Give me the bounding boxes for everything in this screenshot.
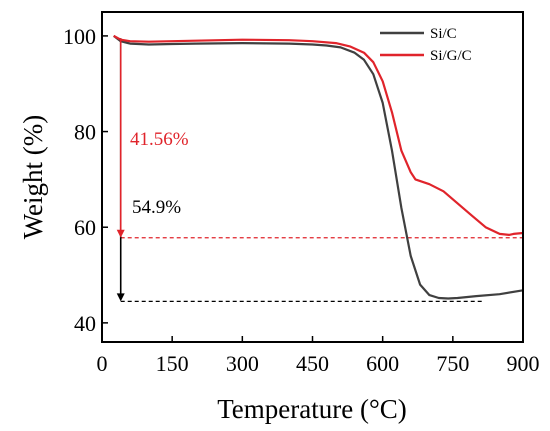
annotation-red-percentage: 41.56% bbox=[130, 129, 189, 150]
y-tick-label-100: 100 bbox=[63, 24, 96, 49]
legend-label-si-c: Si/C bbox=[430, 26, 457, 42]
tick-layer: 0 150 300 450 600 750 900 40 60 80 100 bbox=[63, 24, 540, 376]
y-tick-label-80: 80 bbox=[74, 120, 96, 145]
x-axis-title: Temperature (°C) bbox=[217, 394, 407, 424]
series-line-si-g-c bbox=[113, 34, 524, 236]
reference-lines-layer bbox=[120, 237, 523, 302]
x-tick-label-300: 300 bbox=[226, 351, 259, 376]
x-tick-label-150: 150 bbox=[156, 351, 189, 376]
x-tick-label-900: 900 bbox=[507, 351, 540, 376]
x-tick-label-600: 600 bbox=[366, 351, 399, 376]
x-tick-label-0: 0 bbox=[97, 351, 108, 376]
x-tick-label-750: 750 bbox=[436, 351, 469, 376]
x-tick-label-450: 450 bbox=[296, 351, 329, 376]
y-tick-label-60: 60 bbox=[74, 215, 96, 240]
y-tick-label-40: 40 bbox=[74, 311, 96, 336]
arrow-layer bbox=[116, 38, 125, 302]
y-axis-title: Weight (%) bbox=[18, 115, 48, 240]
series-layer bbox=[113, 34, 524, 300]
arrow-si-c-head bbox=[116, 293, 125, 302]
legend: Si/C Si/G/C bbox=[380, 26, 472, 64]
arrow-si-g-c-head bbox=[116, 229, 125, 238]
series-line-si-c bbox=[113, 35, 524, 300]
annotation-black-percentage: 54.9% bbox=[132, 197, 181, 218]
legend-label-si-g-c: Si/G/C bbox=[430, 48, 472, 64]
